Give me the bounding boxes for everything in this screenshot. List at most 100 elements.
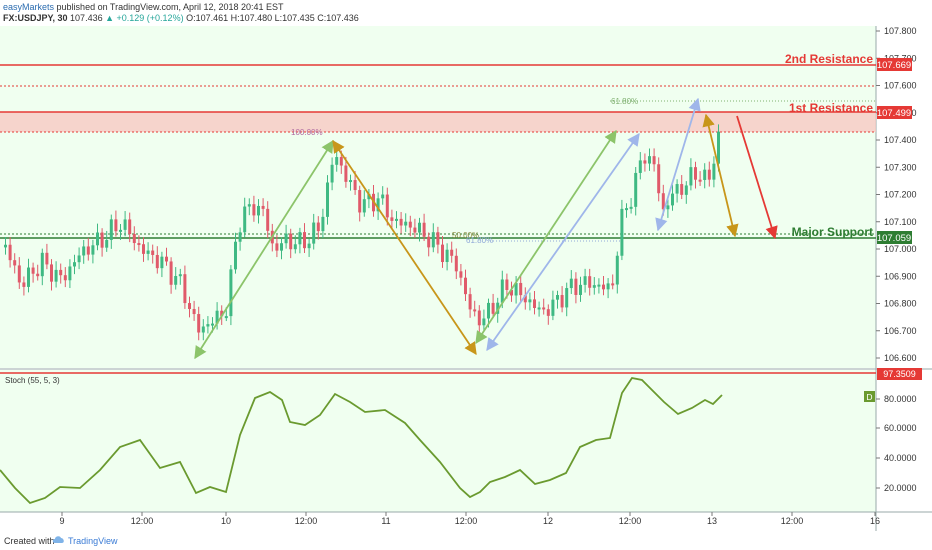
candle-body xyxy=(160,256,164,269)
candle-body xyxy=(611,283,615,286)
candle-body xyxy=(266,208,270,231)
candle-body xyxy=(40,252,44,277)
candle-body xyxy=(565,288,569,308)
candle-body xyxy=(50,264,53,282)
candle-body xyxy=(13,260,17,266)
candle-body xyxy=(390,217,394,221)
candle-body xyxy=(344,165,348,182)
symbol-label[interactable]: FX:USDJPY, 30 xyxy=(3,13,68,23)
candle-body xyxy=(54,269,58,282)
candle-body xyxy=(491,302,495,314)
candle-body xyxy=(155,254,159,269)
tradingview-brand-link[interactable]: TradingView xyxy=(68,536,118,546)
candle-body xyxy=(602,284,605,290)
candle-body xyxy=(620,208,624,256)
candle-body xyxy=(243,206,247,233)
time-tick-label: 13 xyxy=(707,516,717,526)
candle-body xyxy=(533,299,536,309)
candle-body xyxy=(638,160,642,173)
second-resistance-label: 2nd Resistance xyxy=(785,52,873,66)
candle-body xyxy=(229,269,233,317)
price-change: ▲ +0.129 (+0.12%) xyxy=(105,13,184,23)
stoch-axis[interactable]: 80.0000 60.0000 40.0000 20.0000 xyxy=(876,394,917,493)
publisher-link[interactable]: easyMarkets xyxy=(3,2,55,12)
time-tick-label: 12:00 xyxy=(131,516,154,526)
candle-body xyxy=(77,255,81,263)
fib-arrow-blue-1[interactable] xyxy=(486,132,640,352)
candle-body xyxy=(500,279,504,303)
candle-body xyxy=(569,278,573,289)
stoch-pane[interactable] xyxy=(0,370,876,512)
candle-body xyxy=(441,244,444,263)
candle-body xyxy=(385,194,389,218)
price-tick-label: 107.200 xyxy=(884,190,917,200)
fib-arrow-blue-2[interactable] xyxy=(655,97,701,232)
candle-body xyxy=(105,239,109,248)
time-tick-label: 12:00 xyxy=(781,516,804,526)
candle-body xyxy=(528,299,532,303)
time-axis[interactable]: 9 12:00 10 12:00 11 12:00 12 12:00 13 12:00 16 xyxy=(59,512,880,526)
candle-body xyxy=(703,169,707,180)
candle-body xyxy=(431,232,435,248)
candle-body xyxy=(257,205,260,216)
time-tick-label: 10 xyxy=(221,516,231,526)
candle-body xyxy=(123,219,127,230)
candle-body xyxy=(137,243,141,246)
stoch-tick-label: 60.0000 xyxy=(884,423,917,433)
candle-body xyxy=(427,236,431,248)
candle-body xyxy=(284,233,288,244)
price-tick-label: 107.800 xyxy=(884,26,917,36)
candle-body xyxy=(206,324,210,327)
fib-arrow-gold-1[interactable] xyxy=(332,139,477,356)
first-resistance-value: 107.499 xyxy=(877,108,911,119)
candle-body xyxy=(436,232,440,245)
candle-body xyxy=(717,131,720,164)
candle-body xyxy=(680,184,684,195)
price-axis[interactable]: 107.800107.700107.600107.500107.400107.3… xyxy=(876,26,917,363)
time-tick-label: 9 xyxy=(59,516,64,526)
candle-body xyxy=(422,222,426,237)
price-tick-label: 107.600 xyxy=(884,81,917,91)
candle-body xyxy=(211,323,214,326)
candle-body xyxy=(634,172,638,207)
stoch-line[interactable] xyxy=(0,376,723,505)
candle-body xyxy=(519,282,523,296)
candle-body xyxy=(505,279,509,290)
candle-body xyxy=(63,275,67,281)
main-pane[interactable] xyxy=(0,26,876,368)
footer: Created with TradingView xyxy=(0,531,932,550)
second-resistance-tag xyxy=(877,58,912,71)
candle-body xyxy=(579,284,582,295)
price-tick-label: 107.000 xyxy=(884,244,917,254)
candle-body xyxy=(8,244,12,261)
candle-body xyxy=(289,233,293,250)
candle-body xyxy=(358,190,362,213)
candle-body xyxy=(459,271,463,278)
fib-label-61-upper: 61.80% xyxy=(611,97,638,106)
candle-body xyxy=(303,232,306,249)
candle-body xyxy=(247,204,251,207)
candle-body xyxy=(615,255,619,285)
candle-body xyxy=(17,265,21,283)
candle-body xyxy=(197,314,201,333)
fib-arrow-gold-2[interactable] xyxy=(702,113,739,238)
candle-body xyxy=(330,164,334,183)
major-support-label: Major Support xyxy=(792,225,873,239)
candle-body xyxy=(657,164,661,194)
candle-body xyxy=(326,182,329,217)
candle-body xyxy=(293,244,297,250)
candle-body xyxy=(404,221,408,226)
candle-body xyxy=(487,302,490,319)
time-tick-label: 12:00 xyxy=(619,516,642,526)
stoch-d-badge-text: D xyxy=(866,392,872,402)
candle-body xyxy=(349,180,352,183)
candle-body xyxy=(178,274,182,277)
candle-body xyxy=(597,284,601,287)
candle-body xyxy=(588,276,592,288)
stoch-d-badge[interactable] xyxy=(864,391,875,402)
fib-arrow-green-1[interactable] xyxy=(194,139,334,360)
candle-body xyxy=(82,246,86,256)
candle-body xyxy=(592,285,596,288)
projection-arrow-red[interactable] xyxy=(736,115,778,240)
